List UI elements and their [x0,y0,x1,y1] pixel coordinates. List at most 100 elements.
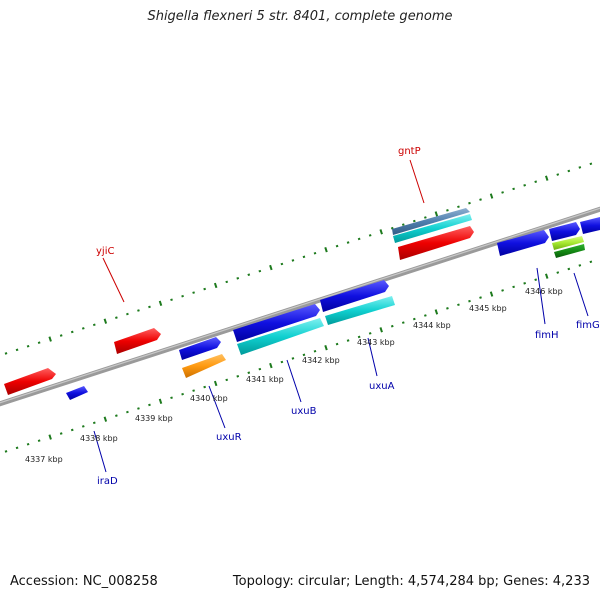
inner-tick [236,375,240,378]
inner-tick [412,317,416,321]
scale-label-4342: 4342 kbp [302,356,340,365]
outer-tick [589,162,593,166]
outer-tick [335,244,339,248]
inner-tick [280,360,284,364]
inner-tick [501,289,504,292]
inner-tick [423,314,427,317]
outer-tick [302,255,306,259]
outer-tick [434,211,439,217]
connector-uxur [208,385,226,429]
gene-blue-fimh-a[interactable] [497,230,549,256]
outer-tick [313,251,317,255]
inner-tick [324,344,328,351]
inner-tick [346,339,350,342]
scale-label-4345: 4345 kbp [469,304,507,313]
outer-tick [457,205,460,209]
inner-tick [115,414,118,417]
inner-tick [81,425,85,428]
gene-cyan-uxub[interactable] [237,318,324,355]
scale-label-4340: 4340 kbp [190,394,228,403]
outer-tick [203,287,207,291]
accession-label: Accession: NC_008258 [10,574,158,589]
inner-tick [291,357,295,360]
outer-tick [468,201,471,205]
inner-tick [390,324,394,328]
inner-tick [70,428,74,432]
outer-tick [37,341,41,344]
inner-tick [269,362,273,369]
scale-label-4341: 4341 kbp [246,375,284,384]
gene-cyan-gntp[interactable] [393,214,472,243]
gene-label-uxub: uxuB [291,406,317,417]
outer-tick [247,273,251,277]
gene-red-left[interactable] [4,368,56,395]
scale-label-4346: 4346 kbp [525,287,563,296]
inner-tick [37,439,41,442]
gene-label-fimh: fimH [535,330,559,341]
outer-tick [423,216,427,219]
gene-label-fimg: fimG [576,320,600,331]
outer-tick [192,291,195,294]
gene-orange-uxur[interactable] [182,354,226,378]
inner-tick [302,353,306,357]
inner-tick [434,309,439,315]
outer-tick [545,175,549,181]
gene-label-yjic: yjiC [96,246,114,257]
outer-tick [280,262,284,266]
inner-tick [357,335,361,339]
outer-tick [70,330,74,334]
gene-red-mid[interactable] [114,328,161,354]
inner-tick [479,296,482,299]
gene-lime-fim[interactable] [552,236,584,250]
outer-tick [103,318,108,324]
outer-tick [92,323,96,327]
gene-green-fim[interactable] [554,244,585,258]
genome-summary: Topology: circular; Length: 4,574,284 bp… [232,574,590,589]
gene-blue-fimh-b[interactable] [549,222,580,241]
connector-gntp [409,159,425,204]
inner-tick [4,450,8,453]
outer-tick [26,344,30,348]
outer-tick [401,223,405,226]
inner-tick [225,378,229,382]
inner-tick [126,410,129,414]
outer-tick [59,334,63,337]
outer-tick [213,282,218,289]
inner-tick [379,327,383,333]
outer-tick [126,312,129,316]
inner-tick [468,299,471,303]
outer-tick [534,180,538,184]
outer-tick [523,183,527,187]
inner-tick [534,278,538,282]
gene-blue-a[interactable] [233,304,320,342]
gene-blue-fimg[interactable] [580,217,600,234]
connector-fimg [573,272,589,317]
outer-tick [291,259,295,262]
scale-label-4338: 4338 kbp [80,434,118,443]
gene-blue-small[interactable] [179,337,221,360]
outer-tick [578,166,582,169]
gene-red-gntp[interactable] [398,226,474,260]
inner-tick [181,392,184,396]
connector-uxua [367,337,378,377]
gene-cyan-uxua[interactable] [325,296,395,325]
ticks-outer [4,162,593,355]
outer-tick [225,280,229,284]
outer-tick [390,226,394,230]
gene-blue-b[interactable] [320,280,389,312]
inner-tick [192,389,195,392]
inner-tick [26,442,30,446]
inner-tick [48,434,52,440]
gene-blue-irad[interactable] [66,386,88,400]
inner-tick [170,396,173,400]
gene-steel-gntp[interactable] [392,208,470,235]
outer-tick [479,198,482,201]
outer-tick [324,246,328,253]
inner-tick [137,407,140,410]
inner-tick [578,264,582,267]
scale-label-4337: 4337 kbp [25,455,63,464]
inner-tick [59,432,63,435]
inner-tick [335,342,339,346]
inner-tick [158,398,163,405]
